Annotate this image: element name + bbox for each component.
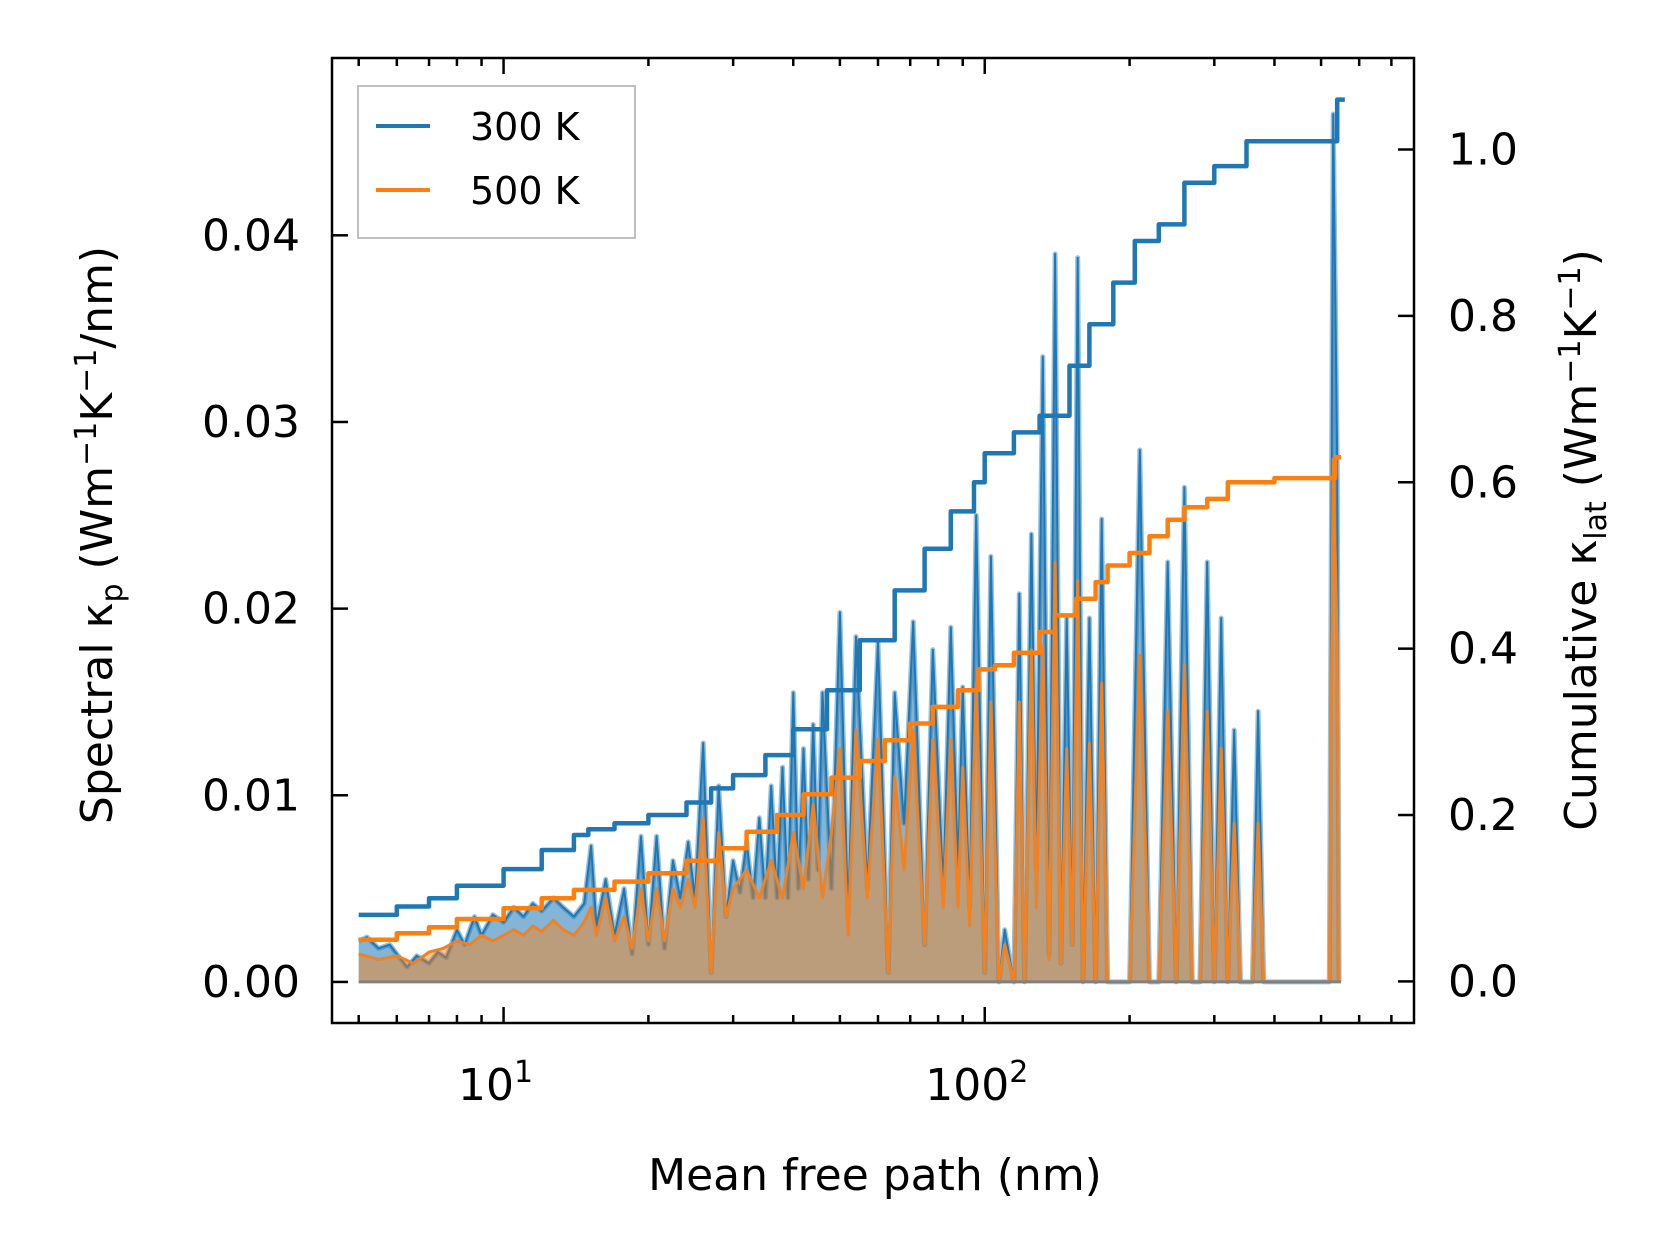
y-right-tick-label: 0.4	[1448, 624, 1518, 675]
axes: 101 10020.000.010.020.030.040.00.20.40.60…	[202, 56, 1518, 1111]
y-left-tick-label: 0.03	[202, 397, 300, 448]
x-tick-label-exponent: 2	[1009, 1055, 1028, 1090]
y-right-tick-label: 0.6	[1448, 457, 1518, 508]
legend: 300 K 500 K	[357, 85, 636, 239]
spectral-line-500k	[358, 458, 1341, 983]
cumulative-line-500k	[358, 455, 1341, 943]
spectral-line-300k	[358, 113, 1341, 983]
legend-label-500k: 500 K	[470, 169, 581, 213]
legend-box	[357, 85, 636, 239]
x-axis-label: Mean free path (nm)	[648, 1150, 1102, 1201]
plot-frame	[330, 56, 1416, 1025]
y-right-tick-label: 0.2	[1448, 790, 1518, 841]
y-left-tick-label: 0.01	[202, 770, 300, 821]
y-left-tick-label: 0.04	[202, 210, 300, 261]
legend-label-300k: 300 K	[470, 105, 581, 149]
plot-area	[357, 97, 1345, 985]
y-left-tick-label: 0.00	[202, 957, 300, 1008]
y-left-tick-label: 0.02	[202, 584, 300, 635]
y-right-tick-label: 1.0	[1448, 125, 1518, 176]
y-right-tick-label: 0.8	[1448, 291, 1518, 342]
x-tick-label: 1002	[925, 1055, 1028, 1111]
cumulative-line-300k	[358, 97, 1345, 918]
x-tick-label-exponent: 1	[514, 1055, 533, 1090]
y-right-tick-label: 0.0	[1448, 956, 1518, 1007]
right-y-axis-label: Cumulative κlat (Wm−1K−1)	[1553, 249, 1614, 831]
left-y-axis-label: Spectral κp (Wm−1K−1/nm)	[69, 246, 130, 824]
